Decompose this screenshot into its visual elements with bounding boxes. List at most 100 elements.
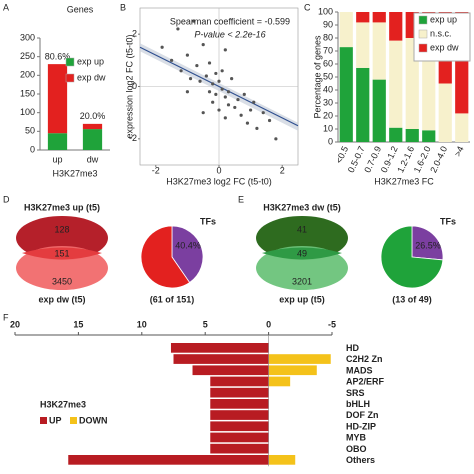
point: [239, 113, 243, 117]
point: [211, 100, 215, 104]
bar: [268, 365, 317, 376]
point: [192, 19, 196, 23]
point: [201, 111, 205, 115]
venn-subtitle: exp dw (t5): [38, 294, 85, 304]
y-tick-label: 10: [323, 123, 333, 133]
bar: [210, 421, 269, 432]
point: [207, 90, 212, 94]
bar: [210, 432, 269, 443]
legend-label: n.s.c.: [430, 28, 452, 38]
category-label: bHLH: [346, 399, 370, 409]
point: [242, 92, 246, 96]
legend-swatch: [70, 417, 77, 424]
pie-label: 40.4%: [175, 240, 201, 250]
bar-segment: [438, 83, 452, 142]
y-tick-label: 70: [323, 45, 333, 55]
bar: [268, 376, 291, 387]
bar-segment: [339, 47, 353, 142]
bar-segment: [47, 133, 68, 150]
y-tick-label: 40: [323, 84, 333, 94]
bar-segment: [389, 127, 403, 142]
legend-label: exp dw: [77, 72, 106, 82]
point: [233, 105, 237, 110]
legend-label: exp up: [77, 56, 104, 66]
annotation: P-value < 2.2e-16: [194, 29, 265, 39]
point: [223, 48, 227, 52]
panel-label: E: [238, 194, 244, 204]
x-tick-label: 0: [216, 165, 221, 175]
y-tick-label: 80: [323, 32, 333, 42]
point: [255, 126, 259, 130]
bar-segment: [389, 40, 403, 128]
panel-label: D: [3, 194, 10, 204]
y-tick-label: 200: [20, 70, 35, 80]
category-label: Others: [346, 455, 375, 465]
point: [220, 87, 224, 91]
legend-swatch: [418, 15, 428, 25]
bar-segment: [356, 22, 370, 68]
bar-segment: [339, 12, 353, 48]
point: [170, 58, 174, 62]
y-tick-label: 300: [20, 32, 35, 42]
bar: [210, 443, 269, 454]
bar: [173, 354, 269, 364]
panel-label: C: [304, 2, 311, 12]
y-axis-label: expression log2 FC (t5-t0): [124, 34, 134, 138]
point: [217, 79, 221, 83]
category-label: MYB: [346, 433, 367, 443]
bar-segment: [372, 22, 386, 80]
point: [185, 90, 189, 94]
y-tick-label: 250: [20, 51, 35, 61]
point: [160, 45, 164, 49]
venn-overlap: [22, 247, 102, 260]
pie-slice: [140, 225, 191, 289]
venn-count: 128: [54, 224, 69, 234]
bar-segment: [405, 129, 419, 142]
category-label: C2H2 Zn: [346, 354, 383, 364]
y-tick-label: 20: [323, 110, 333, 120]
pie-slice: [171, 225, 204, 284]
venn-title: H3K27me3 dw (t5): [263, 202, 341, 212]
point: [261, 111, 265, 115]
point: [274, 137, 278, 141]
venn-count: 49: [297, 248, 307, 258]
x-tick-label: 0: [266, 319, 271, 329]
bar: [192, 365, 269, 376]
panel-label: B: [120, 2, 126, 12]
x-tick-label: -2: [152, 165, 160, 175]
venn-count: 41: [297, 224, 307, 234]
venn-overlap: [262, 247, 342, 260]
x-tick-label: <0.5: [334, 145, 351, 165]
value-label: 80.6%: [45, 52, 71, 62]
category-label: HD: [346, 343, 359, 353]
x-tick-label: 5: [203, 319, 208, 329]
bar: [268, 354, 331, 364]
pie-caption: (61 of 151): [150, 294, 195, 304]
bar: [210, 410, 269, 420]
legend-label: DOWN: [79, 415, 108, 425]
bar-segment: [47, 64, 68, 134]
x-tick-label: dw: [87, 154, 99, 164]
x-tick-label: 2: [280, 165, 285, 175]
panel-label: F: [3, 312, 9, 322]
y-tick-label: 150: [20, 88, 35, 98]
bar-segment: [372, 79, 386, 142]
x-axis-label: H3K27me3 FC: [374, 176, 434, 186]
venn-count: 3450: [52, 276, 72, 286]
pie-caption: (13 of 49): [392, 294, 432, 304]
category-label: HD-ZIP: [346, 421, 376, 431]
y-axis-label: Percentage of genes: [312, 35, 322, 119]
y-tick-label: 30: [323, 97, 333, 107]
bar-segment: [372, 12, 386, 23]
point: [188, 77, 193, 81]
bar-segment: [422, 130, 436, 142]
bar-segment: [356, 12, 370, 23]
bar-segment: [82, 123, 103, 130]
point: [230, 77, 234, 81]
point: [252, 100, 256, 104]
point: [214, 71, 218, 76]
pie-label: 26.5%: [415, 240, 441, 250]
point: [236, 97, 240, 102]
point: [226, 90, 231, 94]
venn-count: 3201: [292, 276, 312, 286]
